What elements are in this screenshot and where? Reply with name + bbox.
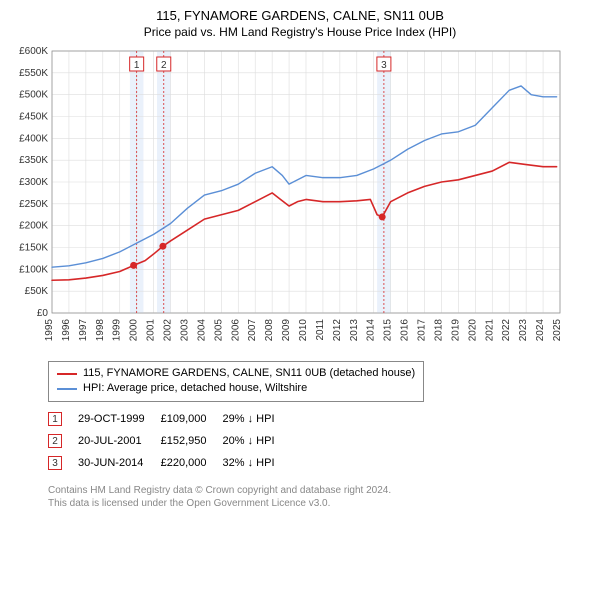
svg-text:2017: 2017 [417,319,428,342]
event-row: 1 29-OCT-1999£109,00029% ↓ HPI [48,408,291,430]
svg-text:2003: 2003 [179,319,190,342]
svg-text:2018: 2018 [433,319,444,342]
svg-text:£150K: £150K [19,243,48,254]
footer-line-1: Contains HM Land Registry data © Crown c… [48,484,592,498]
svg-text:2000: 2000 [129,319,140,342]
svg-text:2008: 2008 [264,319,275,342]
footer-line-2: This data is licensed under the Open Gov… [48,497,592,511]
svg-text:£500K: £500K [19,90,48,101]
chart-subtitle: Price paid vs. HM Land Registry's House … [8,25,592,39]
svg-text:£100K: £100K [19,264,48,275]
event-price: £152,950 [161,430,223,452]
event-marker: 3 [48,456,62,470]
svg-text:2025: 2025 [552,319,563,342]
svg-text:2010: 2010 [298,319,309,342]
svg-text:2012: 2012 [332,319,343,342]
svg-text:1995: 1995 [44,319,55,342]
event-delta: 20% ↓ HPI [223,430,291,452]
svg-text:1999: 1999 [112,319,123,342]
svg-text:2014: 2014 [366,319,377,342]
svg-text:2002: 2002 [163,319,174,342]
legend-label: 115, FYNAMORE GARDENS, CALNE, SN11 0UB (… [83,366,415,381]
legend-label: HPI: Average price, detached house, Wilt… [83,381,307,396]
event-delta: 29% ↓ HPI [223,408,291,430]
svg-text:2001: 2001 [146,319,157,342]
svg-text:£50K: £50K [25,286,49,297]
svg-text:1996: 1996 [61,319,72,342]
svg-text:2022: 2022 [501,319,512,342]
legend-swatch [57,388,77,390]
svg-text:2006: 2006 [230,319,241,342]
svg-text:2004: 2004 [196,319,207,342]
footer-attribution: Contains HM Land Registry data © Crown c… [48,484,592,511]
svg-text:£550K: £550K [19,68,48,79]
event-marker: 2 [48,434,62,448]
svg-text:£300K: £300K [19,177,48,188]
svg-text:2016: 2016 [400,319,411,342]
event-price: £109,000 [161,408,223,430]
svg-text:£600K: £600K [19,46,48,57]
event-price: £220,000 [161,452,223,474]
svg-text:£350K: £350K [19,155,48,166]
event-delta: 32% ↓ HPI [223,452,291,474]
svg-text:2005: 2005 [213,319,224,342]
events-table: 1 29-OCT-1999£109,00029% ↓ HPI 2 20-JUL-200… [48,408,291,474]
svg-text:1: 1 [134,60,140,71]
chart-title: 115, FYNAMORE GARDENS, CALNE, SN11 0UB [8,8,592,23]
chart-svg: £0 £50K £100K £150K £200K £250K £300K £350K £400… [8,45,568,355]
legend-row: HPI: Average price, detached house, Wilt… [57,381,415,396]
svg-text:1998: 1998 [95,319,106,342]
svg-text:£400K: £400K [19,133,48,144]
svg-text:2007: 2007 [247,319,258,342]
svg-text:2023: 2023 [518,319,529,342]
event-row: 3 30-JUN-2014£220,00032% ↓ HPI [48,452,291,474]
event-date: 30-JUN-2014 [78,452,161,474]
svg-text:2013: 2013 [349,319,360,342]
event-date: 20-JUL-2001 [78,430,161,452]
chart-area: £0 £50K £100K £150K £200K £250K £300K £350K £400… [8,45,592,355]
svg-text:£450K: £450K [19,112,48,123]
svg-text:2021: 2021 [484,319,495,342]
legend: 115, FYNAMORE GARDENS, CALNE, SN11 0UB (… [48,361,424,402]
svg-text:3: 3 [381,60,387,71]
legend-swatch [57,373,77,375]
svg-text:1997: 1997 [78,319,89,342]
svg-text:2019: 2019 [450,319,461,342]
svg-text:£0: £0 [37,308,49,319]
svg-text:2024: 2024 [535,319,546,342]
svg-text:2009: 2009 [281,319,292,342]
event-marker: 1 [48,412,62,426]
legend-row: 115, FYNAMORE GARDENS, CALNE, SN11 0UB (… [57,366,415,381]
svg-text:2020: 2020 [467,319,478,342]
svg-text:2015: 2015 [383,319,394,342]
event-row: 2 20-JUL-2001£152,95020% ↓ HPI [48,430,291,452]
svg-text:£250K: £250K [19,199,48,210]
svg-text:2: 2 [161,60,167,71]
event-date: 29-OCT-1999 [78,408,161,430]
svg-text:£200K: £200K [19,221,48,232]
svg-text:2011: 2011 [315,319,326,341]
